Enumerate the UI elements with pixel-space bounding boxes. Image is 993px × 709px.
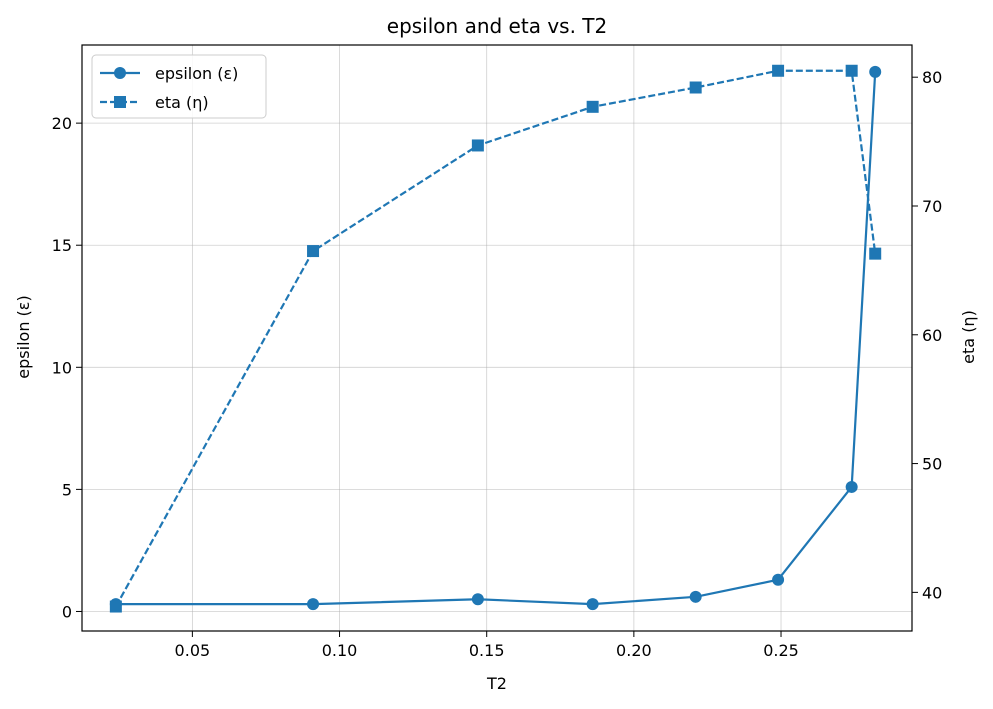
eta-point [772,64,785,77]
series-line-eta [114,69,877,608]
epsilon-point [772,573,785,586]
series-line-epsilon [115,71,877,606]
eta-point [689,81,702,94]
y-right-tick-label: 80 [922,68,942,87]
y-left-tick-label: 0 [62,602,72,621]
legend-label-eta: eta (η) [155,93,209,112]
x-tick-label: 0.20 [616,641,652,660]
epsilon-point [307,598,320,611]
y-left-tick-label: 10 [52,358,72,377]
x-tick-label: 0.05 [175,641,211,660]
legend-label-epsilon: epsilon (ε) [155,64,238,83]
eta-point [471,139,484,152]
ticks-layer: 0.05 0.10 0.15 0.20 0.25 0 5 10 15 20 40 50 60 70 80 [52,68,943,660]
chart-title: epsilon and eta vs. T2 [387,14,607,38]
plot-frame [81,44,913,632]
y-left-tick-label: 15 [52,236,72,255]
eta-point [586,100,599,113]
eta-point [307,245,320,258]
eta-point [845,64,858,77]
x-tick-label: 0.25 [763,641,799,660]
grid-lines [82,45,912,631]
x-axis-label: T2 [486,674,507,693]
eta-point [109,600,122,613]
y-axis-label-right: eta (η) [959,310,978,364]
y-left-tick-label: 20 [52,114,72,133]
eta-point [869,247,882,260]
y-right-tick-label: 70 [922,197,942,216]
x-tick-label: 0.10 [322,641,358,660]
epsilon-point [689,590,702,603]
y-right-tick-label: 60 [922,326,942,345]
legend: epsilon (ε) eta (η) [91,54,267,119]
legend-marker-eta [114,96,126,108]
y-right-tick-label: 40 [922,583,942,602]
epsilon-point [845,480,858,493]
epsilon-point [869,65,882,78]
epsilon-point [586,598,599,611]
x-tick-label: 0.15 [469,641,505,660]
y-axis-label-left: epsilon (ε) [14,295,33,378]
y-left-tick-label: 5 [62,480,72,499]
epsilon-point [471,593,484,606]
series-layer [109,64,882,613]
legend-marker-epsilon [114,67,126,79]
y-right-tick-label: 50 [922,455,942,474]
